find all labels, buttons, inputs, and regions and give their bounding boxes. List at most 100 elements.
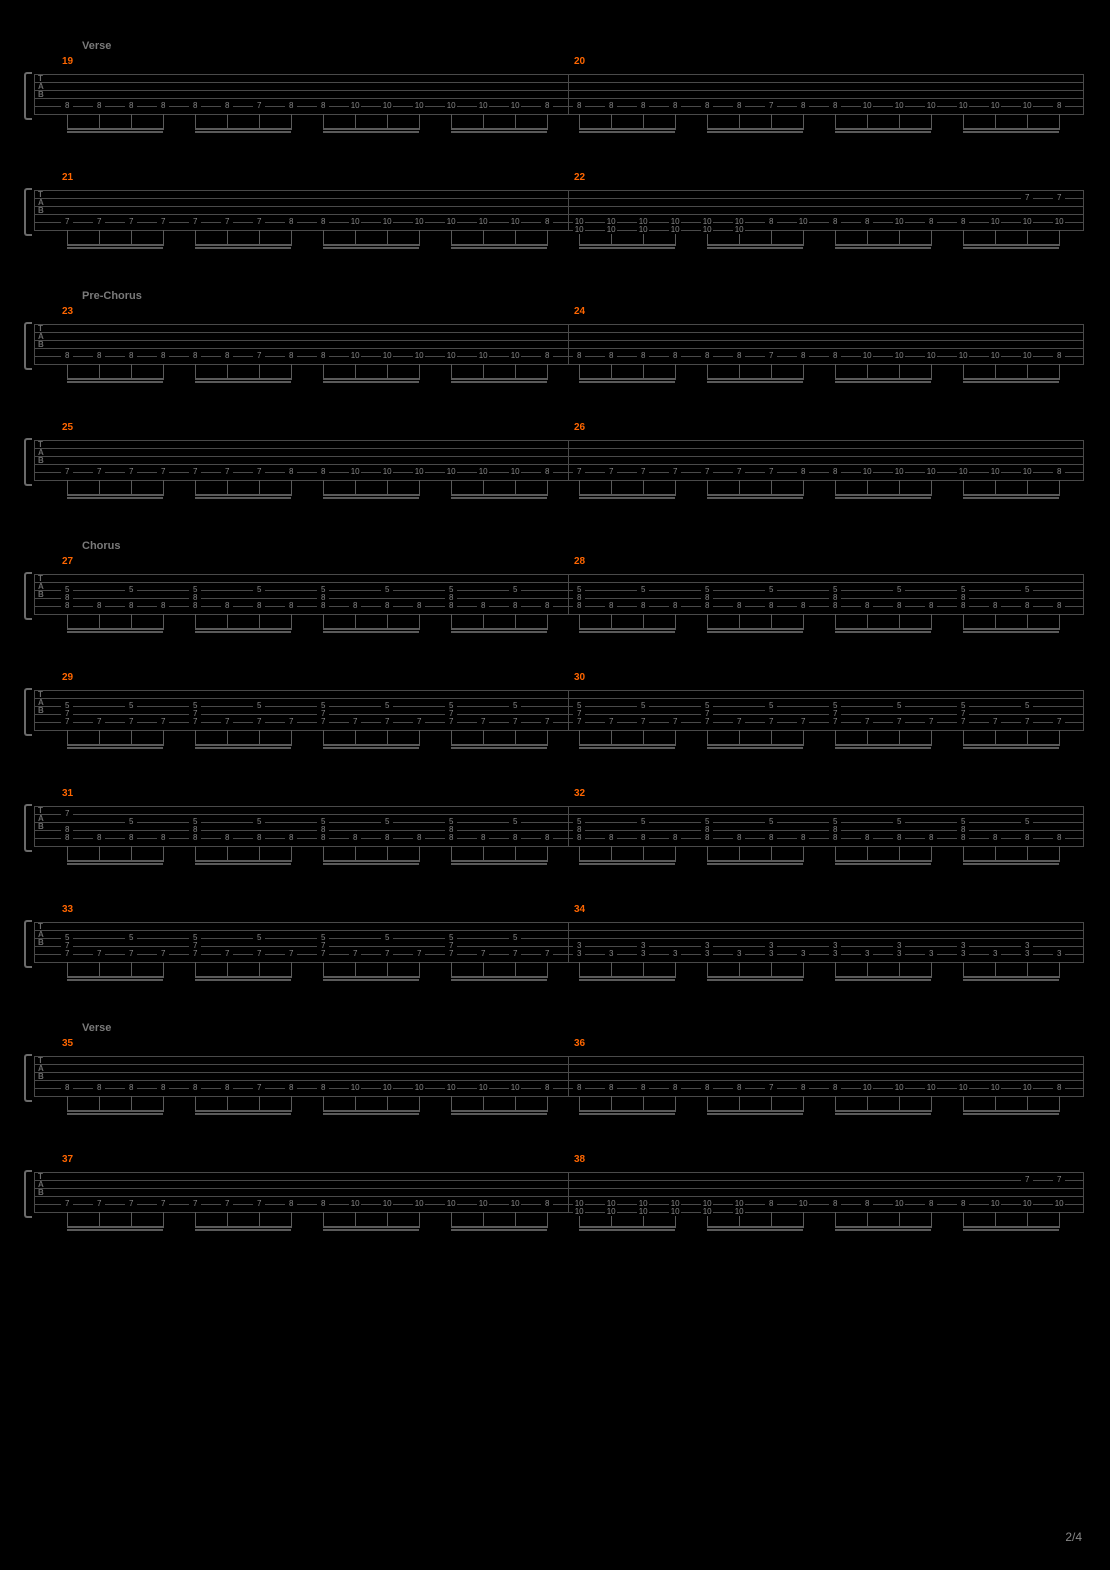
beam xyxy=(963,497,1059,499)
fret-number: 8 xyxy=(573,602,585,610)
fret-number: 10 xyxy=(509,1200,521,1208)
fret-number: 7 xyxy=(189,950,201,958)
barline xyxy=(34,74,35,114)
tab-system: TAB5777577577757757775775777577577757757… xyxy=(26,674,1084,748)
fret-number: 8 xyxy=(61,1084,73,1092)
fret-number: 7 xyxy=(253,950,265,958)
fret-number: 3 xyxy=(925,950,937,958)
fret-number: 10 xyxy=(989,218,1001,226)
staff-line xyxy=(34,1096,1084,1097)
beam xyxy=(579,378,675,380)
fret-number: 7 xyxy=(637,468,649,476)
fret-number: 8 xyxy=(669,102,681,110)
beam xyxy=(67,244,163,246)
fret-number: 7 xyxy=(125,950,137,958)
barline xyxy=(1083,574,1084,614)
fret-number: 8 xyxy=(669,1084,681,1092)
beam xyxy=(707,979,803,981)
fret-number: 7 xyxy=(765,102,777,110)
beam xyxy=(835,131,931,133)
beam xyxy=(67,979,163,981)
fret-number: 3 xyxy=(797,950,809,958)
fret-number: 8 xyxy=(829,102,841,110)
fret-number: 7 xyxy=(61,468,73,476)
measure-number: 34 xyxy=(574,904,585,915)
fret-number: 7 xyxy=(1053,718,1065,726)
fret-number: 7 xyxy=(61,718,73,726)
fret-number: 7 xyxy=(317,718,329,726)
fret-number: 8 xyxy=(541,218,553,226)
measure-number: 31 xyxy=(62,788,73,799)
beam xyxy=(835,244,931,246)
staff-line xyxy=(34,114,1084,115)
beam xyxy=(579,976,675,978)
fret-number: 8 xyxy=(157,352,169,360)
fret-number: 5 xyxy=(253,818,265,826)
fret-number: 8 xyxy=(605,1084,617,1092)
beam xyxy=(835,378,931,380)
fret-number: 7 xyxy=(765,352,777,360)
fret-number: 8 xyxy=(829,834,841,842)
beam xyxy=(579,244,675,246)
fret-number: 10 xyxy=(861,468,873,476)
staff-line xyxy=(34,1212,1084,1213)
fret-number: 8 xyxy=(605,102,617,110)
fret-number: 5 xyxy=(509,818,521,826)
barline xyxy=(34,190,35,230)
beam xyxy=(835,1110,931,1112)
fret-number: 8 xyxy=(93,352,105,360)
fret-number: 5 xyxy=(637,818,649,826)
fret-number: 8 xyxy=(541,1200,553,1208)
beam xyxy=(195,1110,291,1112)
fret-number: 7 xyxy=(93,218,105,226)
beam xyxy=(963,247,1059,249)
beam xyxy=(323,979,419,981)
barline xyxy=(1083,440,1084,480)
fret-number: 8 xyxy=(669,834,681,842)
fret-number: 5 xyxy=(509,586,521,594)
fret-number: 7 xyxy=(1021,194,1033,202)
fret-number: 10 xyxy=(349,1200,361,1208)
fret-number: 7 xyxy=(477,950,489,958)
fret-number: 7 xyxy=(157,218,169,226)
fret-number: 10 xyxy=(989,1084,1001,1092)
beam xyxy=(195,244,291,246)
beam xyxy=(195,631,291,633)
beam xyxy=(707,1226,803,1228)
measure-number: 21 xyxy=(62,172,73,183)
fret-number: 10 xyxy=(957,102,969,110)
beam xyxy=(195,628,291,630)
beam xyxy=(67,247,163,249)
fret-number: 7 xyxy=(285,950,297,958)
beam xyxy=(835,863,931,865)
fret-number: 10 xyxy=(381,468,393,476)
beam xyxy=(195,976,291,978)
fret-number: 8 xyxy=(445,602,457,610)
fret-number: 10 xyxy=(1021,352,1033,360)
beam xyxy=(451,628,547,630)
fret-number: 10 xyxy=(445,102,457,110)
staff-line xyxy=(34,480,1084,481)
fret-number: 8 xyxy=(893,602,905,610)
fret-number: 7 xyxy=(93,718,105,726)
fret-number: 10 xyxy=(925,1084,937,1092)
fret-number: 7 xyxy=(541,718,553,726)
fret-number: 8 xyxy=(285,468,297,476)
fret-number: 8 xyxy=(573,834,585,842)
fret-number: 8 xyxy=(285,1084,297,1092)
fret-number: 8 xyxy=(989,602,1001,610)
beam xyxy=(963,747,1059,749)
fret-number: 8 xyxy=(285,1200,297,1208)
fret-number: 8 xyxy=(381,602,393,610)
fret-number: 8 xyxy=(285,218,297,226)
fret-number: 5 xyxy=(637,702,649,710)
fret-number: 8 xyxy=(1053,102,1065,110)
measure-number: 22 xyxy=(574,172,585,183)
beam-layer xyxy=(56,1110,1080,1118)
fret-number: 8 xyxy=(861,218,873,226)
beam xyxy=(67,1113,163,1115)
fret-number: 8 xyxy=(701,102,713,110)
fret-number: 7 xyxy=(61,950,73,958)
beam xyxy=(67,497,163,499)
fret-number: 8 xyxy=(861,834,873,842)
